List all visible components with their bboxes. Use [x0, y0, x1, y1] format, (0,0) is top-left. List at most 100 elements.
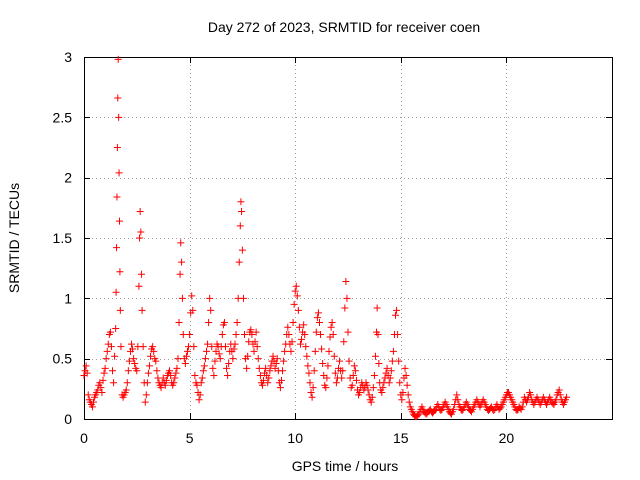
data-point — [189, 306, 197, 314]
data-point — [116, 306, 124, 314]
data-point — [401, 364, 409, 372]
data-point — [450, 405, 458, 413]
data-point — [276, 384, 284, 392]
data-point — [98, 388, 106, 396]
data-point — [153, 367, 161, 375]
x-tick-label: 10 — [287, 430, 303, 446]
data-point — [136, 234, 144, 242]
data-point — [237, 198, 245, 206]
data-point — [291, 287, 299, 295]
data-point — [250, 347, 258, 355]
data-point — [303, 352, 311, 360]
data-point — [200, 362, 208, 370]
data-point — [232, 331, 240, 339]
data-point — [556, 391, 564, 399]
data-point — [378, 388, 386, 396]
y-tick-label: 1 — [64, 290, 72, 306]
data-point — [437, 407, 445, 415]
data-point — [298, 335, 306, 343]
data-point — [253, 343, 261, 351]
data-point — [322, 384, 330, 392]
data-point — [396, 379, 404, 387]
x-tick-label: 0 — [80, 430, 88, 446]
data-point — [220, 318, 228, 326]
data-point — [113, 144, 121, 151]
y-tick-label: 3 — [64, 49, 72, 65]
x-tick-label: 15 — [393, 430, 409, 446]
data-point — [88, 403, 96, 411]
data-point — [209, 364, 217, 372]
data-point — [392, 311, 400, 319]
data-point — [295, 323, 303, 331]
data-point — [371, 352, 379, 360]
data-point — [383, 364, 391, 372]
data-point — [351, 367, 359, 375]
data-point — [265, 374, 273, 382]
data-point — [285, 331, 293, 339]
data-point — [330, 352, 338, 360]
data-point — [83, 369, 91, 377]
data-point — [138, 306, 146, 314]
data-point — [112, 288, 120, 296]
data-point — [527, 391, 535, 399]
data-point — [254, 355, 262, 363]
data-point — [289, 318, 297, 326]
data-point — [207, 306, 215, 314]
data-point — [236, 222, 244, 230]
data-point — [198, 374, 206, 382]
data-point — [340, 338, 348, 346]
data-point — [101, 364, 109, 372]
data-point — [431, 407, 439, 415]
data-point — [247, 326, 255, 334]
data-point — [150, 347, 158, 355]
data-point — [325, 347, 333, 355]
data-point — [167, 372, 175, 380]
data-point — [369, 384, 377, 392]
data-point — [343, 294, 351, 302]
data-point — [288, 338, 296, 346]
data-point — [375, 359, 383, 367]
y-tick-label: 2.5 — [53, 109, 73, 125]
data-point — [258, 381, 266, 389]
data-point — [348, 381, 356, 389]
y-tick-label: 1.5 — [53, 230, 73, 246]
data-point — [312, 328, 320, 336]
data-point — [251, 338, 259, 346]
data-point — [215, 350, 223, 358]
data-point — [178, 294, 186, 302]
data-point — [174, 355, 182, 363]
data-point — [370, 372, 378, 380]
data-point — [387, 367, 395, 375]
data-point — [177, 239, 185, 247]
data-point — [300, 321, 308, 329]
data-point — [329, 331, 337, 339]
data-point — [106, 328, 114, 336]
data-point — [379, 384, 387, 392]
data-point — [307, 388, 315, 396]
data-point — [178, 258, 186, 266]
x-tick-label: 5 — [186, 430, 194, 446]
data-point — [368, 393, 376, 401]
data-point — [404, 391, 412, 399]
data-point — [398, 396, 406, 404]
data-point — [518, 403, 526, 411]
data-point — [182, 352, 190, 360]
data-point — [405, 398, 413, 406]
data-point — [114, 94, 122, 102]
data-point — [211, 357, 219, 365]
data-point — [114, 55, 122, 63]
data-point — [233, 318, 241, 326]
data-point — [139, 343, 147, 351]
data-point — [201, 355, 209, 363]
data-point — [238, 246, 246, 254]
data-point — [130, 355, 138, 363]
data-point — [273, 355, 281, 363]
data-point — [210, 372, 218, 380]
y-tick-label: 2 — [64, 170, 72, 186]
data-point — [269, 352, 277, 360]
data-point — [279, 367, 287, 375]
data-point — [110, 379, 118, 387]
data-point — [223, 364, 231, 372]
y-tick-labels: 0 0.5 1 1.5 2 2.5 3 — [53, 49, 73, 427]
data-point — [458, 407, 466, 415]
